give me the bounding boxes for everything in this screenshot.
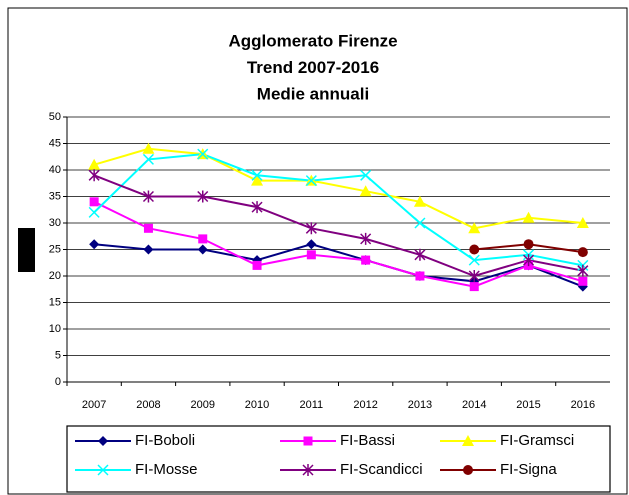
marker xyxy=(468,222,481,234)
marker xyxy=(251,169,263,181)
y-tick-label: 10 xyxy=(49,323,61,335)
marker xyxy=(143,223,153,233)
marker xyxy=(305,222,317,235)
marker xyxy=(359,185,372,197)
marker xyxy=(468,254,480,266)
marker xyxy=(89,239,100,250)
x-tick-label: 2015 xyxy=(516,399,540,411)
marker xyxy=(468,270,480,282)
marker xyxy=(305,175,317,187)
marker xyxy=(88,169,100,182)
marker xyxy=(523,254,535,267)
marker xyxy=(302,464,314,476)
marker xyxy=(251,174,264,186)
marker xyxy=(361,255,371,265)
marker xyxy=(142,190,154,203)
marker xyxy=(578,276,588,286)
marker xyxy=(469,244,480,255)
marker xyxy=(88,158,101,170)
marker xyxy=(577,264,589,277)
marker xyxy=(89,197,99,207)
marker xyxy=(143,244,154,255)
x-tick-label: 2014 xyxy=(462,399,486,411)
chart-frame xyxy=(7,7,628,495)
marker xyxy=(523,239,534,250)
marker xyxy=(98,436,108,446)
y-tick-label: 50 xyxy=(49,111,61,123)
x-tick-label: 2016 xyxy=(571,399,595,411)
marker xyxy=(97,464,109,476)
marker xyxy=(414,248,426,261)
series-line xyxy=(94,243,584,288)
y-tick-label: 25 xyxy=(49,243,61,255)
marker xyxy=(413,195,426,207)
y-tick-label: 45 xyxy=(49,137,61,149)
legend-box xyxy=(66,425,611,493)
x-tick-label: 2009 xyxy=(191,399,215,411)
x-tick-label: 2007 xyxy=(82,399,106,411)
marker xyxy=(142,153,154,165)
x-tick-label: 2012 xyxy=(353,399,377,411)
marker xyxy=(303,436,313,446)
marker xyxy=(142,142,155,154)
y-tick-label: 0 xyxy=(55,376,61,388)
chart-title: Medie annuali xyxy=(257,84,369,103)
marker xyxy=(198,234,208,244)
x-tick-label: 2013 xyxy=(408,399,432,411)
marker xyxy=(522,211,535,223)
marker xyxy=(415,271,425,281)
y-tick-label: 20 xyxy=(49,270,61,282)
x-tick-label: 2008 xyxy=(136,399,160,411)
marker xyxy=(414,217,426,229)
legend-label: FI-Signa xyxy=(500,461,557,478)
marker xyxy=(306,250,316,260)
series-line xyxy=(93,174,584,278)
marker xyxy=(576,217,589,228)
legend-label: FI-Gramsci xyxy=(500,432,574,449)
marker xyxy=(577,247,588,258)
marker xyxy=(469,282,479,292)
legend-label: FI-Scandicci xyxy=(340,461,423,478)
x-tick-label: 2010 xyxy=(245,399,269,411)
legend-label: FI-Mosse xyxy=(135,461,198,478)
marker xyxy=(463,465,473,475)
series-line xyxy=(93,153,584,267)
marker xyxy=(197,190,209,203)
marker xyxy=(252,260,262,270)
x-tick-label: 2011 xyxy=(300,399,324,411)
marker xyxy=(462,435,474,446)
chart-title: Trend 2007-2016 xyxy=(247,58,379,77)
y-tick-label: 15 xyxy=(49,296,61,308)
series-line xyxy=(93,200,584,288)
series-line xyxy=(93,147,583,230)
marker xyxy=(360,169,372,181)
axis-label-blob xyxy=(18,228,35,272)
y-tick-label: 5 xyxy=(55,349,61,361)
marker xyxy=(88,206,100,218)
marker xyxy=(251,201,263,214)
legend-label: FI-Boboli xyxy=(135,432,195,449)
marker xyxy=(197,244,208,255)
y-tick-label: 40 xyxy=(49,164,61,176)
y-tick-label: 30 xyxy=(49,217,61,229)
chart-title: Agglomerato Firenze xyxy=(228,31,397,50)
marker xyxy=(197,148,209,160)
marker xyxy=(306,239,317,250)
marker xyxy=(360,232,372,245)
legend-label: FI-Bassi xyxy=(340,432,395,449)
y-tick-label: 35 xyxy=(49,190,61,202)
